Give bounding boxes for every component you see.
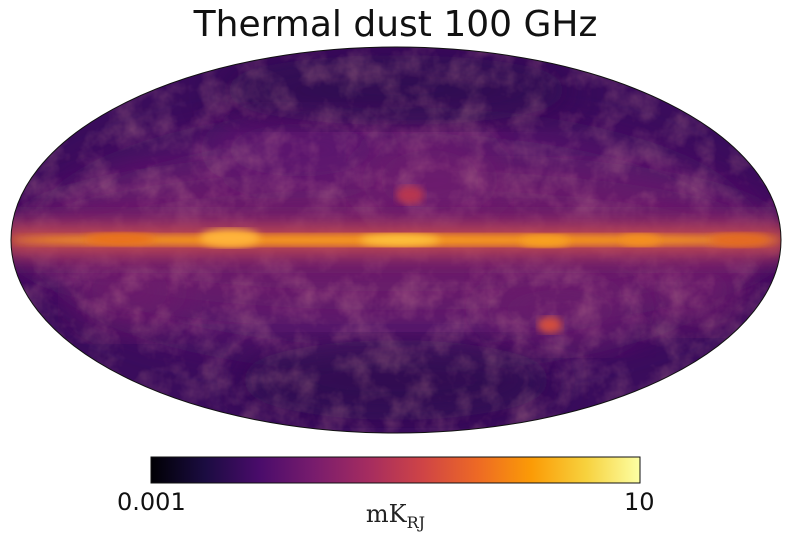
map-interior: [11, 47, 781, 433]
colorbar-unit-label: mKRJ: [0, 500, 791, 532]
colorbar-unit-main: mK: [365, 500, 407, 528]
map-outline: [10, 46, 782, 434]
colorbar-max-label: 10: [624, 488, 655, 516]
colorbar-unit-sub: RJ: [406, 512, 426, 532]
map-title: Thermal dust 100 GHz: [193, 4, 598, 45]
colorbar-min-label: 0.001: [117, 488, 186, 516]
colorbar: [150, 456, 641, 484]
